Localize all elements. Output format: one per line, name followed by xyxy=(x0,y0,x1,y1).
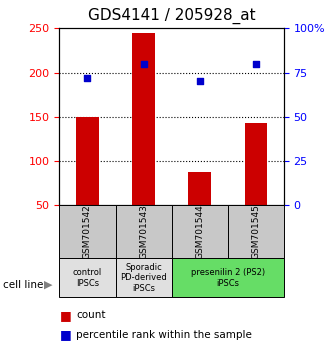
FancyBboxPatch shape xyxy=(228,205,284,258)
Text: presenilin 2 (PS2)
iPSCs: presenilin 2 (PS2) iPSCs xyxy=(191,268,265,287)
Text: GSM701544: GSM701544 xyxy=(195,205,204,259)
FancyBboxPatch shape xyxy=(172,258,284,297)
Text: GSM701543: GSM701543 xyxy=(139,204,148,259)
Text: ■: ■ xyxy=(59,328,71,341)
Text: GSM701545: GSM701545 xyxy=(251,204,260,259)
Point xyxy=(85,75,90,81)
Text: control
IPSCs: control IPSCs xyxy=(73,268,102,287)
Title: GDS4141 / 205928_at: GDS4141 / 205928_at xyxy=(88,8,255,24)
Text: ■: ■ xyxy=(59,309,71,321)
Text: ▶: ▶ xyxy=(44,280,52,290)
FancyBboxPatch shape xyxy=(59,258,116,297)
FancyBboxPatch shape xyxy=(115,258,172,297)
Text: cell line: cell line xyxy=(3,280,44,290)
Point xyxy=(197,79,202,84)
Bar xyxy=(76,117,99,250)
Point xyxy=(141,61,146,67)
Bar xyxy=(132,33,155,250)
Point xyxy=(253,61,258,67)
Text: Sporadic
PD-derived
iPSCs: Sporadic PD-derived iPSCs xyxy=(120,263,167,293)
Bar xyxy=(188,172,211,250)
Text: percentile rank within the sample: percentile rank within the sample xyxy=(76,330,252,339)
FancyBboxPatch shape xyxy=(59,205,116,258)
Bar xyxy=(245,123,267,250)
Text: GSM701542: GSM701542 xyxy=(83,205,92,259)
FancyBboxPatch shape xyxy=(115,205,172,258)
Text: count: count xyxy=(76,310,105,320)
FancyBboxPatch shape xyxy=(172,205,228,258)
